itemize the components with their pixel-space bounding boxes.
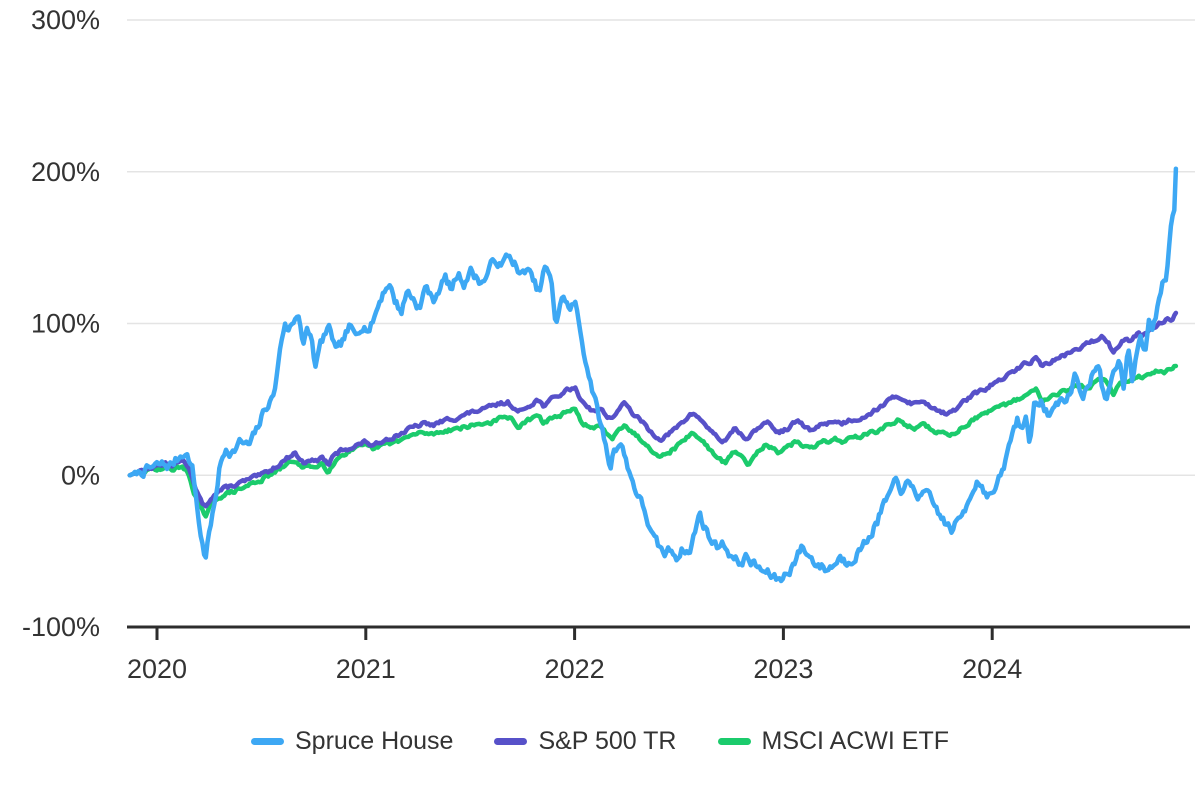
- y-tick-label-200: 200%: [31, 157, 100, 187]
- legend-swatch-spruce-house-icon: [251, 738, 284, 745]
- legend-swatch-msci-acwi-etf-icon: [717, 738, 751, 745]
- legend-item-spruce-house[interactable]: Spruce House: [251, 727, 453, 756]
- y-tick-label-300: 300%: [31, 5, 100, 35]
- y-tick-label--100: -100%: [22, 612, 100, 642]
- legend-label-sp500-tr: S&P 500 TR: [538, 727, 677, 755]
- legend-item-sp500-tr[interactable]: S&P 500 TR: [494, 727, 677, 756]
- legend-label-msci-acwi-etf: MSCI ACWI ETF: [761, 727, 950, 755]
- series-line-s-p-500-tr: [127, 310, 1179, 509]
- y-tick-label-100: 100%: [31, 309, 100, 339]
- x-tick-label-2022: 2022: [545, 654, 605, 684]
- y-tick-label-0: 0%: [61, 460, 100, 490]
- x-tick-label-2024: 2024: [962, 654, 1022, 684]
- x-tick-label-2023: 2023: [753, 654, 813, 684]
- legend-item-msci-acwi-etf[interactable]: MSCI ACWI ETF: [717, 727, 950, 756]
- chart-legend: Spruce House S&P 500 TR MSCI ACWI ETF: [0, 727, 1200, 756]
- series-line-spruce-house: [127, 166, 1179, 584]
- legend-swatch-sp500-tr-icon: [494, 738, 528, 745]
- x-tick-label-2021: 2021: [336, 654, 396, 684]
- legend-label-spruce-house: Spruce House: [295, 727, 454, 755]
- x-tick-label-2020: 2020: [127, 654, 187, 684]
- series-line-msci-acwi-etf: [127, 363, 1179, 519]
